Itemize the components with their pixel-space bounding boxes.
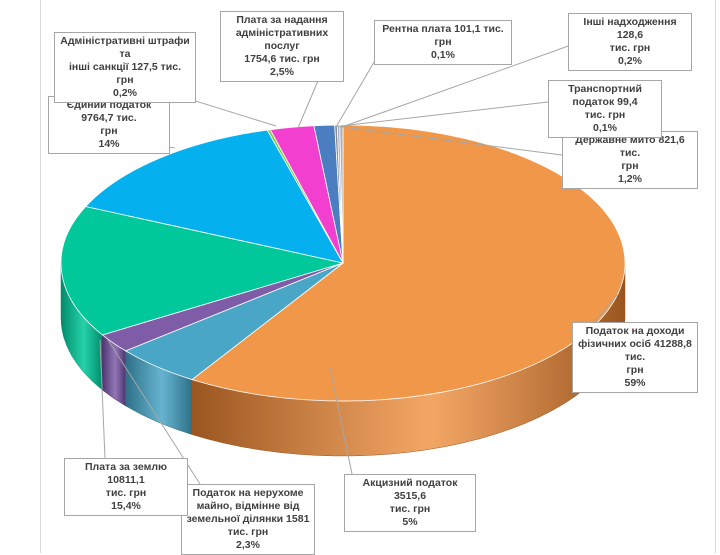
- data-label-1: Акцизний податок 3515,6 тис. грн 5%: [344, 474, 476, 532]
- data-label-text: тис. грн: [389, 503, 431, 515]
- data-label-text: 0,1%: [431, 49, 455, 61]
- data-label-text: 15,4%: [111, 500, 141, 512]
- data-label-text: тис. грн: [227, 526, 269, 538]
- data-label-text: 0,1%: [593, 122, 617, 134]
- data-label-text: Інші надходження 128,6: [583, 16, 677, 41]
- data-label-text: 1754,6 тис. грн: [244, 53, 320, 65]
- data-label-text: 14%: [98, 138, 120, 150]
- data-label-text: 1,2%: [618, 173, 642, 185]
- data-label-text: тис. грн: [609, 42, 651, 54]
- leader-line-10: [341, 43, 575, 128]
- data-label-4: Єдиний податок 9764,7 тис. грн 14%: [48, 96, 170, 154]
- data-label-text: фізичних осіб 41288,8 тис.: [578, 338, 692, 363]
- chart-frame-right: [715, 0, 716, 553]
- data-label-text: Плата за надання: [236, 14, 328, 26]
- data-label-text: Адміністративні штрафи та: [60, 35, 190, 60]
- data-label-text: 2,3%: [236, 539, 260, 551]
- data-label-0: Податок на доходи фізичних осіб 41288,8 т…: [572, 322, 698, 393]
- data-label-text: 0,2%: [113, 87, 137, 99]
- data-label-text: грн: [626, 364, 644, 376]
- data-label-text: 59%: [624, 377, 646, 389]
- data-label-text: тис. грн: [105, 487, 147, 499]
- data-label-text: грн: [621, 160, 639, 172]
- data-label-8: Рентна плата 101,1 тис. грн 0,1%: [374, 20, 512, 65]
- leader-line-9: [340, 101, 549, 127]
- leader-line-7: [334, 125, 563, 156]
- data-label-7: Державне мито 821,6 тис. грн 1,2%: [562, 131, 698, 189]
- data-label-3: Плата за землю 10811,1 тис. грн 15,4%: [64, 458, 188, 516]
- data-label-9: Транспортний податок 99,4 тис. грн 0,1%: [548, 80, 662, 138]
- data-label-text: адміністративних послуг: [235, 27, 329, 52]
- data-label-text: Рентна плата 101,1 тис. грн: [382, 23, 504, 48]
- data-label-text: Транспортний податок 99,4: [568, 83, 642, 108]
- data-label-text: 0,2%: [618, 55, 642, 67]
- data-label-10: Інші надходження 128,6 тис. грн 0,2%: [568, 13, 692, 71]
- chart-frame-left: [40, 0, 41, 553]
- data-label-text: Податок на доходи: [585, 325, 685, 337]
- data-label-text: 5%: [402, 516, 418, 528]
- leader-line-8: [335, 51, 381, 128]
- data-label-text: майно, відмінне від: [196, 500, 300, 512]
- data-label-text: інші санкції 127,5 тис. грн: [68, 61, 182, 86]
- data-label-text: тис. грн: [584, 109, 626, 121]
- data-label-text: 2,5%: [270, 66, 294, 78]
- slice-4: [84, 129, 344, 264]
- data-label-6: Плата за надання адміністративних послуг 1…: [220, 11, 344, 82]
- slice-10: [339, 124, 344, 264]
- data-label-text: грн: [100, 125, 118, 137]
- slice-3: [60, 206, 345, 336]
- data-label-2: Податок на нерухоме майно, відмінне від зе…: [181, 484, 315, 555]
- leader-line-1: [329, 367, 353, 475]
- data-label-5: Адміністративні штрафи та інші санкції 12…: [54, 32, 196, 103]
- data-label-text: Плата за землю 10811,1: [85, 461, 167, 486]
- data-label-text: Акцизний податок 3515,6: [362, 477, 458, 502]
- data-label-text: Податок на нерухоме: [192, 487, 304, 499]
- data-label-text: земельної ділянки 1581: [186, 513, 310, 525]
- leader-line-3: [99, 339, 106, 459]
